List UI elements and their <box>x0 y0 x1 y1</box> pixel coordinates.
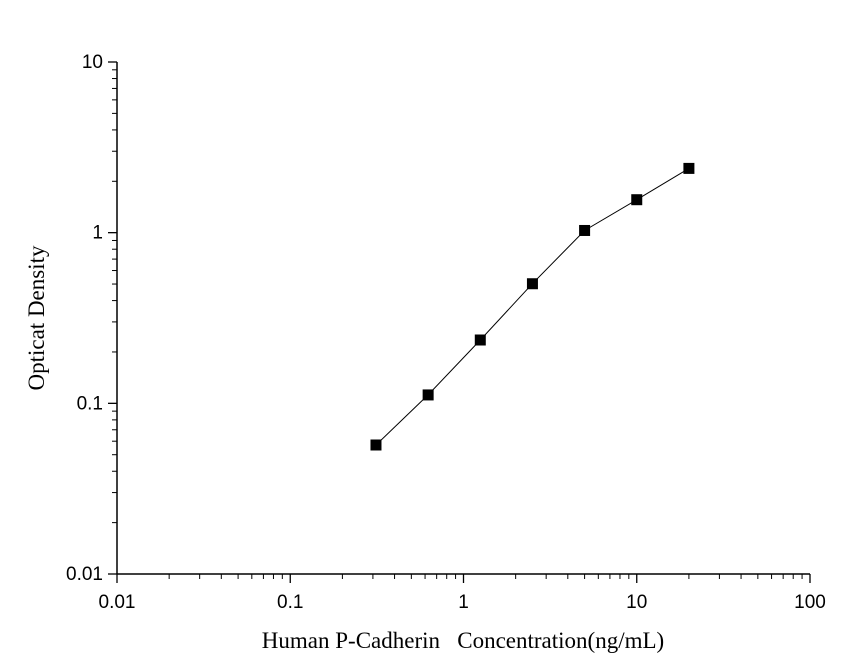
data-point <box>683 162 695 174</box>
y-tick-label: 10 <box>82 52 103 73</box>
data-point <box>422 389 434 401</box>
plot-area: 0.01 0.1 1 10 100 0.01 0.1 1 10 <box>66 52 826 613</box>
data-point <box>579 224 591 236</box>
x-tick-label: 1 <box>458 592 469 613</box>
data-point <box>370 439 382 451</box>
x-tick-label: 0.01 <box>99 592 136 613</box>
y-tick-label: 0.1 <box>77 393 103 414</box>
x-axis-title: Human P-Cadherin Concentration(ng/mL) <box>262 628 664 653</box>
x-tick-label: 10 <box>626 592 647 613</box>
data-point <box>631 194 643 206</box>
x-tick-label: 100 <box>794 592 826 613</box>
series-line <box>375 167 690 446</box>
y-axis-title: Opticat Density <box>24 245 49 390</box>
y-tick-label: 0.01 <box>66 564 103 585</box>
x-tick-label: 0.1 <box>277 592 303 613</box>
data-point <box>526 278 538 290</box>
data-point <box>474 334 486 346</box>
y-tick-label: 1 <box>92 223 103 244</box>
